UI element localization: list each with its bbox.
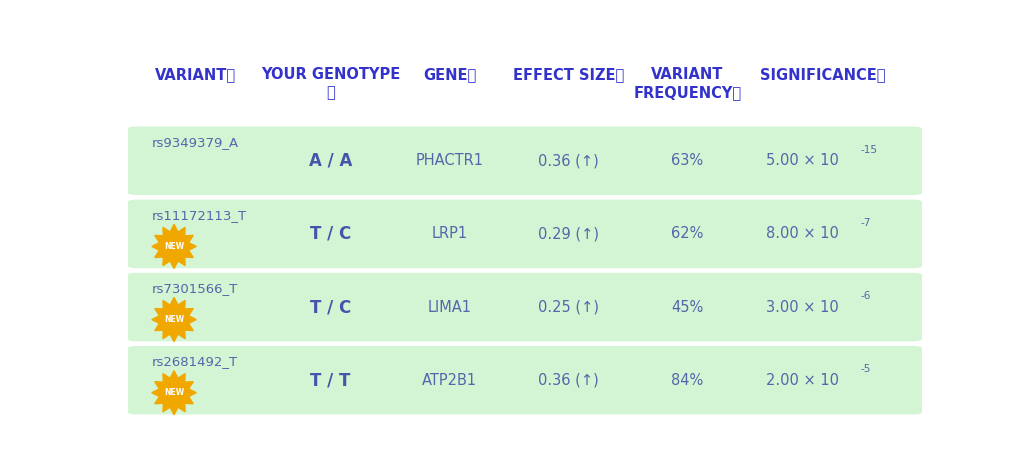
Text: T / C: T / C xyxy=(309,298,351,316)
FancyBboxPatch shape xyxy=(126,127,924,195)
Text: LIMA1: LIMA1 xyxy=(427,300,471,315)
Text: 5.00 × 10: 5.00 × 10 xyxy=(766,153,839,168)
Text: 2.00 × 10: 2.00 × 10 xyxy=(766,373,839,388)
Text: 84%: 84% xyxy=(672,373,703,388)
Text: LRP1: LRP1 xyxy=(431,227,468,242)
Text: 8.00 × 10: 8.00 × 10 xyxy=(766,227,839,242)
Polygon shape xyxy=(152,371,197,415)
Text: ATP2B1: ATP2B1 xyxy=(422,373,477,388)
Text: VARIANTⓘ: VARIANTⓘ xyxy=(155,67,236,82)
Polygon shape xyxy=(152,224,197,268)
Text: -5: -5 xyxy=(860,365,870,374)
Text: 63%: 63% xyxy=(672,153,703,168)
Text: NEW: NEW xyxy=(164,315,184,324)
Text: GENEⓘ: GENEⓘ xyxy=(423,67,476,82)
Text: T / T: T / T xyxy=(310,371,350,389)
Text: NEW: NEW xyxy=(164,242,184,251)
Text: 0.36 (↑): 0.36 (↑) xyxy=(538,153,599,168)
Text: rs9349379_A: rs9349379_A xyxy=(152,136,239,148)
Text: rs11172113_T: rs11172113_T xyxy=(152,209,247,222)
Text: 62%: 62% xyxy=(672,227,703,242)
Text: rs7301566_T: rs7301566_T xyxy=(152,282,238,295)
Text: 3.00 × 10: 3.00 × 10 xyxy=(766,300,839,315)
Text: 0.25 (↑): 0.25 (↑) xyxy=(538,300,599,315)
Text: PHACTR1: PHACTR1 xyxy=(416,153,483,168)
Text: -15: -15 xyxy=(860,145,878,155)
FancyBboxPatch shape xyxy=(126,273,924,341)
Text: rs2681492_T: rs2681492_T xyxy=(152,355,238,368)
FancyBboxPatch shape xyxy=(126,200,924,268)
Text: SIGNIFICANCEⓘ: SIGNIFICANCEⓘ xyxy=(760,67,885,82)
FancyBboxPatch shape xyxy=(126,346,924,414)
Text: T / C: T / C xyxy=(309,225,351,243)
Text: 0.36 (↑): 0.36 (↑) xyxy=(538,373,599,388)
Text: EFFECT SIZEⓘ: EFFECT SIZEⓘ xyxy=(513,67,624,82)
Text: 45%: 45% xyxy=(672,300,703,315)
Text: YOUR GENOTYPE
ⓘ: YOUR GENOTYPE ⓘ xyxy=(261,67,400,100)
Polygon shape xyxy=(152,298,197,341)
Text: -6: -6 xyxy=(860,291,870,301)
Text: -7: -7 xyxy=(860,218,870,228)
Text: A / A: A / A xyxy=(308,152,352,170)
Text: NEW: NEW xyxy=(164,388,184,397)
Text: VARIANT
FREQUENCYⓘ: VARIANT FREQUENCYⓘ xyxy=(634,67,741,100)
Text: 0.29 (↑): 0.29 (↑) xyxy=(538,227,599,242)
